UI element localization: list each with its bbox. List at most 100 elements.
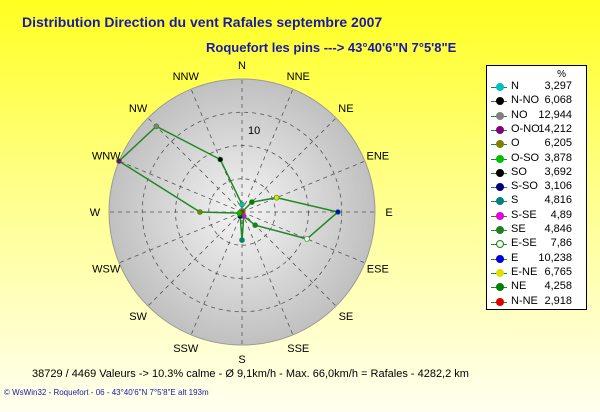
legend-value: 6,205 [544, 137, 572, 150]
legend-item: O 6,205 [487, 137, 586, 151]
legend-value: 3,106 [544, 180, 572, 193]
grid-spoke [241, 88, 294, 213]
direction-label: WNW [92, 151, 121, 163]
series-points [116, 123, 341, 243]
legend-value: 14,212 [538, 122, 572, 135]
legend-value: 3,878 [544, 151, 572, 164]
legend-label: N-NO [511, 94, 540, 107]
legend-value: 4,258 [544, 280, 572, 293]
data-point [153, 123, 160, 130]
data-point [116, 158, 122, 164]
legend-unit: % [557, 69, 566, 80]
legend-label: SO [511, 165, 527, 178]
direction-label: ENE [366, 151, 389, 163]
direction-label: N [238, 60, 246, 72]
direction-label: SE [339, 311, 354, 323]
direction-label: NNE [287, 71, 310, 83]
legend-label: E [511, 251, 519, 264]
data-point [239, 201, 245, 208]
polar-grid [109, 79, 375, 345]
direction-label: S [238, 354, 245, 366]
legend-marker [496, 268, 504, 277]
legend-value: 3,297 [544, 80, 572, 92]
legend-value: 12,944 [538, 108, 572, 121]
legend-label: O-NO [511, 122, 540, 135]
grid-spoke [118, 211, 243, 264]
legend-item: NE 4,258 [487, 280, 586, 294]
grid-spoke [241, 160, 366, 213]
legend-label: NE [511, 280, 527, 293]
legend-item: O-NO 14,212 [487, 123, 586, 137]
legend: % N 3,297 N-NO 6,068 NO 12,944 O-NO 14,212 O 6,20… [486, 65, 587, 310]
legend-label: O-SO [511, 151, 540, 164]
legend-marker [496, 154, 504, 163]
legend-marker [496, 168, 504, 177]
credit-footer: © WsWin32 - Roquefort - 06 - 43°40'6"N 7… [4, 388, 209, 397]
grid-spoke [241, 211, 294, 336]
legend-value: 6,765 [544, 265, 572, 278]
legend-value: 3,692 [544, 165, 572, 178]
legend-item: S-SE 4,89 [487, 209, 586, 223]
legend-value: 4,816 [544, 194, 572, 207]
direction-label: SW [129, 311, 147, 323]
data-point [273, 194, 280, 201]
direction-label: SSW [173, 343, 199, 355]
legend-marker [496, 83, 504, 91]
legend-marker [496, 97, 504, 106]
data-point [335, 209, 341, 215]
direction-label: NNW [173, 71, 200, 83]
chart-title: Distribution Direction du vent Rafales s… [22, 14, 383, 30]
legend-marker [496, 240, 504, 249]
ring-label: 10 [248, 125, 260, 137]
legend-marker [496, 125, 504, 134]
legend-marker [496, 283, 504, 292]
legend-label: S-SO [511, 180, 538, 193]
legend-marker [496, 197, 504, 206]
legend-marker [496, 140, 504, 149]
legend-label: N-NE [511, 294, 538, 307]
legend-item: E 10,238 [487, 252, 586, 266]
data-point [217, 156, 224, 163]
legend-label: SE [511, 223, 526, 235]
grid-spoke [147, 117, 243, 213]
data-point [252, 222, 258, 228]
legend-value: 4,89 [550, 208, 572, 221]
grid-spoke [241, 211, 337, 307]
legend-item: N-NO 6,068 [487, 94, 586, 108]
legend-item: SO 3,692 [487, 166, 586, 180]
legend-item: SE 4,846 [487, 223, 586, 237]
legend-label: O [511, 137, 520, 150]
legend-value: 6,068 [544, 94, 572, 107]
legend-value: 2,918 [544, 294, 572, 307]
grid-spoke [147, 211, 243, 307]
direction-label: E [385, 207, 392, 219]
legend-label: N [511, 80, 519, 92]
direction-label: WSW [92, 263, 121, 275]
data-point [239, 237, 245, 243]
grid-spoke [118, 160, 243, 213]
legend-label: NO [511, 108, 528, 121]
legend-value: 4,846 [544, 223, 572, 235]
legend-label: E-NE [511, 265, 538, 278]
legend-item: E-NE 6,765 [487, 266, 586, 280]
grid-spoke [190, 88, 243, 213]
legend-marker [496, 211, 504, 220]
legend-item: S 4,816 [487, 194, 586, 208]
legend-item: O-SO 3,878 [487, 152, 586, 166]
legend-item: N 3,297 [487, 80, 586, 94]
legend-marker [496, 254, 504, 263]
legend-marker [496, 111, 504, 120]
data-point [249, 199, 255, 205]
legend-label: S [511, 194, 519, 207]
legend-item: N-NE 2,918 [487, 295, 586, 309]
legend-item: NO 12,944 [487, 109, 586, 123]
direction-label: ESE [367, 263, 389, 275]
data-point [236, 210, 243, 216]
grid-spoke [190, 211, 243, 336]
legend-label: S-SE [511, 208, 537, 221]
legend-value: 7,86 [550, 237, 572, 250]
data-point [197, 209, 203, 215]
direction-label: NW [129, 103, 148, 115]
direction-labels: N NNE NE ENE E ESE SE SSE S SSW SW WSW W WNW NW NNW [90, 60, 393, 366]
